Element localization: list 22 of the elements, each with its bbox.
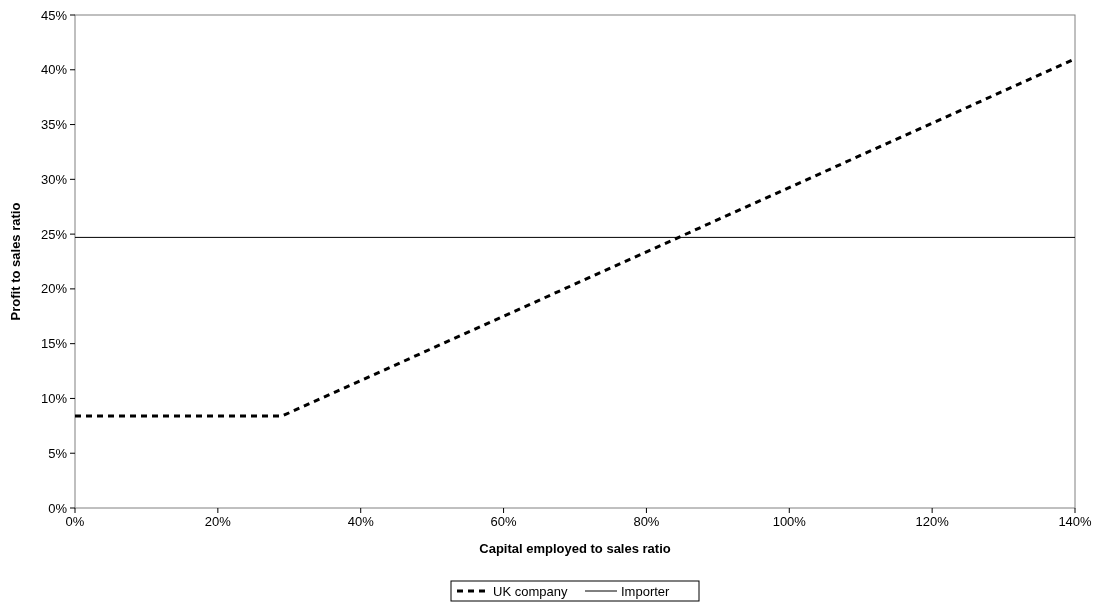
x-tick-label: 0% [65,514,85,529]
y-tick-label: 15% [40,336,68,352]
y-tick-label: 25% [40,226,68,242]
y-tick-label: 20% [40,281,68,297]
y-axis-title: Profit to sales ratio [8,202,23,321]
legend-label: UK company [493,584,568,599]
x-tick-label: 140% [1058,514,1093,529]
x-axis-title: Capital employed to sales ratio [479,541,671,556]
y-tick-label: 0% [48,500,68,516]
y-tick-label: 5% [48,445,68,461]
x-tick-label: 60% [490,514,518,529]
legend-label: Importer [621,584,671,599]
x-tick-label: 20% [204,514,232,529]
y-tick-label: 40% [40,62,68,78]
y-tick-label: 45% [40,7,68,23]
x-tick-label: 80% [633,514,660,529]
x-tick-label: 40% [347,514,375,529]
x-tick-label: 120% [915,514,950,529]
y-tick-label: 30% [40,171,68,187]
x-tick-label: 100% [772,514,807,529]
y-tick-label: 10% [40,390,68,406]
y-tick-label: 35% [40,117,68,133]
